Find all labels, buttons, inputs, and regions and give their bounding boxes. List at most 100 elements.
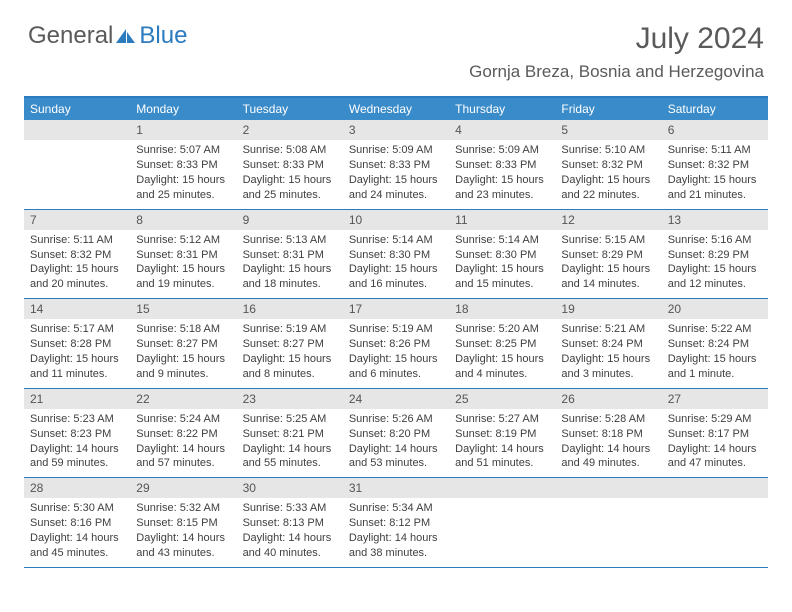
day-number: 5 — [555, 120, 661, 140]
day-number: 8 — [130, 210, 236, 230]
sunset-line: Sunset: 8:24 PM — [561, 337, 655, 352]
weekday-header: Sunday — [24, 98, 130, 120]
day-number — [449, 478, 555, 498]
daylight-line: Daylight: 15 hours and 21 minutes. — [668, 173, 762, 203]
sail-icon — [115, 27, 137, 45]
sunset-line: Sunset: 8:12 PM — [349, 516, 443, 531]
day-cell: 21Sunrise: 5:23 AMSunset: 8:23 PMDayligh… — [24, 389, 130, 478]
daylight-line: Daylight: 15 hours and 16 minutes. — [349, 262, 443, 292]
sunset-line: Sunset: 8:28 PM — [30, 337, 124, 352]
day-number: 28 — [24, 478, 130, 498]
day-cell: 3Sunrise: 5:09 AMSunset: 8:33 PMDaylight… — [343, 120, 449, 209]
calendar: SundayMondayTuesdayWednesdayThursdayFrid… — [24, 96, 768, 568]
sunset-line: Sunset: 8:21 PM — [243, 427, 337, 442]
sunrise-line: Sunrise: 5:08 AM — [243, 143, 337, 158]
day-number: 10 — [343, 210, 449, 230]
daylight-line: Daylight: 15 hours and 24 minutes. — [349, 173, 443, 203]
day-cell: 4Sunrise: 5:09 AMSunset: 8:33 PMDaylight… — [449, 120, 555, 209]
day-cell: 15 Sunrise: 5:18 AMSunset: 8:27 PMDayligh… — [130, 299, 236, 388]
weekday-header: Friday — [555, 98, 661, 120]
day-number: 7 — [24, 210, 130, 230]
sunset-line: Sunset: 8:32 PM — [561, 158, 655, 173]
day-number: 17 — [343, 299, 449, 319]
day-number: 15 — [130, 299, 236, 319]
sunrise-line: Sunrise: 5:17 AM — [30, 322, 124, 337]
weekday-header-row: SundayMondayTuesdayWednesdayThursdayFrid… — [24, 98, 768, 120]
sunrise-line: Sunrise: 5:11 AM — [668, 143, 762, 158]
sunrise-line: Sunrise: 5:30 AM — [30, 501, 124, 516]
day-cell — [555, 478, 661, 567]
sunrise-line: Sunrise: 5:29 AM — [668, 412, 762, 427]
day-cell: 11Sunrise: 5:14 AMSunset: 8:30 PMDayligh… — [449, 210, 555, 299]
sunset-line: Sunset: 8:17 PM — [668, 427, 762, 442]
sunset-line: Sunset: 8:33 PM — [136, 158, 230, 173]
day-number: 29 — [130, 478, 236, 498]
day-cell: 6Sunrise: 5:11 AMSunset: 8:32 PMDaylight… — [662, 120, 768, 209]
logo-text-blue: Blue — [139, 22, 187, 50]
sunrise-line: Sunrise: 5:33 AM — [243, 501, 337, 516]
week-row: 1Sunrise: 5:07 AMSunset: 8:33 PMDaylight… — [24, 120, 768, 210]
sunrise-line: Sunrise: 5:14 AM — [349, 233, 443, 248]
day-number: 3 — [343, 120, 449, 140]
weekday-header: Tuesday — [237, 98, 343, 120]
daylight-line: Daylight: 15 hours and 25 minutes. — [136, 173, 230, 203]
sunset-line: Sunset: 8:13 PM — [243, 516, 337, 531]
sunset-line: Sunset: 8:32 PM — [668, 158, 762, 173]
day-number — [24, 120, 130, 140]
sunset-line: Sunset: 8:31 PM — [243, 248, 337, 263]
sunrise-line: Sunrise: 5:24 AM — [136, 412, 230, 427]
sunrise-line: Sunrise: 5:18 AM — [136, 322, 230, 337]
day-cell: 17Sunrise: 5:19 AMSunset: 8:26 PMDayligh… — [343, 299, 449, 388]
weekday-header: Monday — [130, 98, 236, 120]
sunset-line: Sunset: 8:27 PM — [136, 337, 230, 352]
daylight-line: Daylight: 15 hours and 3 minutes. — [561, 352, 655, 382]
sunrise-line: Sunrise: 5:07 AM — [136, 143, 230, 158]
day-cell: 1Sunrise: 5:07 AMSunset: 8:33 PMDaylight… — [130, 120, 236, 209]
sunrise-line: Sunrise: 5:12 AM — [136, 233, 230, 248]
day-number — [662, 478, 768, 498]
day-number: 30 — [237, 478, 343, 498]
sunrise-line: Sunrise: 5:32 AM — [136, 501, 230, 516]
day-cell: 2Sunrise: 5:08 AMSunset: 8:33 PMDaylight… — [237, 120, 343, 209]
week-row: 7Sunrise: 5:11 AMSunset: 8:32 PMDaylight… — [24, 210, 768, 300]
daylight-line: Daylight: 15 hours and 19 minutes. — [136, 262, 230, 292]
daylight-line: Daylight: 15 hours and 14 minutes. — [561, 262, 655, 292]
sunrise-line: Sunrise: 5:20 AM — [455, 322, 549, 337]
day-cell: 13Sunrise: 5:16 AMSunset: 8:29 PMDayligh… — [662, 210, 768, 299]
day-number: 19 — [555, 299, 661, 319]
sunset-line: Sunset: 8:15 PM — [136, 516, 230, 531]
sunset-line: Sunset: 8:24 PM — [668, 337, 762, 352]
weekday-header: Thursday — [449, 98, 555, 120]
day-cell: 20Sunrise: 5:22 AMSunset: 8:24 PMDayligh… — [662, 299, 768, 388]
daylight-line: Daylight: 15 hours and 23 minutes. — [455, 173, 549, 203]
day-cell: 19Sunrise: 5:21 AMSunset: 8:24 PMDayligh… — [555, 299, 661, 388]
sunrise-line: Sunrise: 5:13 AM — [243, 233, 337, 248]
sunset-line: Sunset: 8:19 PM — [455, 427, 549, 442]
day-number: 23 — [237, 389, 343, 409]
day-cell: 27 Sunrise: 5:29 AMSunset: 8:17 PMDayligh… — [662, 389, 768, 478]
sunrise-line: Sunrise: 5:34 AM — [349, 501, 443, 516]
sunset-line: Sunset: 8:26 PM — [349, 337, 443, 352]
day-number: 18 — [449, 299, 555, 319]
daylight-line: Daylight: 15 hours and 9 minutes. — [136, 352, 230, 382]
daylight-line: Daylight: 15 hours and 22 minutes. — [561, 173, 655, 203]
daylight-line: Daylight: 15 hours and 18 minutes. — [243, 262, 337, 292]
sunset-line: Sunset: 8:32 PM — [30, 248, 124, 263]
day-cell: 5Sunrise: 5:10 AMSunset: 8:32 PMDaylight… — [555, 120, 661, 209]
sunrise-line: Sunrise: 5:25 AM — [243, 412, 337, 427]
daylight-line: Daylight: 14 hours and 47 minutes. — [668, 442, 762, 472]
day-cell: 14Sunrise: 5:17 AMSunset: 8:28 PMDayligh… — [24, 299, 130, 388]
day-number: 22 — [130, 389, 236, 409]
daylight-line: Daylight: 14 hours and 43 minutes. — [136, 531, 230, 561]
day-number: 16 — [237, 299, 343, 319]
sunrise-line: Sunrise: 5:09 AM — [455, 143, 549, 158]
header: General Blue July 2024 Gornja Breza, Bos… — [0, 0, 792, 88]
sunset-line: Sunset: 8:29 PM — [561, 248, 655, 263]
sunrise-line: Sunrise: 5:19 AM — [243, 322, 337, 337]
daylight-line: Daylight: 14 hours and 49 minutes. — [561, 442, 655, 472]
day-number: 27 — [662, 389, 768, 409]
day-number: 12 — [555, 210, 661, 230]
day-cell: 9Sunrise: 5:13 AMSunset: 8:31 PMDaylight… — [237, 210, 343, 299]
day-cell: 23Sunrise: 5:25 AMSunset: 8:21 PMDayligh… — [237, 389, 343, 478]
sunrise-line: Sunrise: 5:27 AM — [455, 412, 549, 427]
